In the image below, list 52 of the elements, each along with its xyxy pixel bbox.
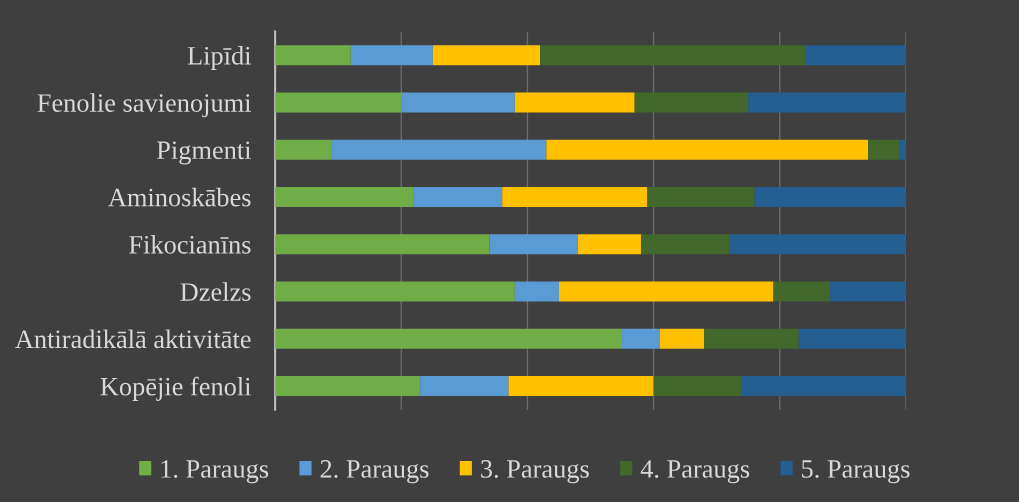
bar — [508, 376, 654, 396]
bar — [798, 328, 906, 349]
y-tick-label: Fikocianīns — [129, 235, 251, 254]
bar — [489, 234, 578, 255]
bar — [275, 281, 515, 302]
bar — [275, 376, 421, 396]
y-tick-label: Dzelzs — [180, 282, 251, 301]
bar — [659, 328, 705, 349]
bar — [634, 92, 749, 113]
bar — [275, 187, 414, 207]
legend-label: 3. Paraugs — [481, 460, 589, 484]
bar — [653, 376, 742, 396]
legend-label: 2. Paraugs — [320, 460, 429, 484]
bar — [647, 187, 755, 207]
bar — [748, 92, 906, 113]
bar — [275, 139, 332, 160]
bar — [868, 139, 900, 160]
bar — [420, 376, 509, 396]
bar — [514, 281, 559, 302]
bar — [514, 92, 635, 113]
bar — [546, 139, 869, 160]
y-tick-label: Pigmenti — [156, 141, 252, 165]
bar — [350, 45, 433, 66]
bar — [502, 187, 648, 207]
legend-label: 4. Paraugs — [640, 460, 750, 484]
y-tick-label: Fenolie savienojumi — [37, 93, 252, 118]
bar — [704, 328, 799, 349]
bar — [622, 328, 660, 349]
y-tick-label: Kopējie fenoli — [100, 376, 252, 401]
bar — [729, 234, 906, 255]
legend-label: 1. Paraugs — [161, 460, 269, 484]
bar — [830, 281, 906, 302]
bar — [413, 187, 503, 207]
y-tick-label: Aminoskābes — [108, 187, 251, 207]
bar — [577, 234, 641, 255]
y-tick-label: Antiradikālā aktivitāte — [15, 329, 251, 349]
bar — [540, 45, 805, 66]
bar — [331, 139, 547, 160]
bar — [275, 92, 402, 113]
bar — [741, 376, 906, 396]
bar — [401, 92, 515, 113]
bar — [754, 187, 906, 207]
bar — [558, 281, 774, 302]
bar — [640, 234, 730, 255]
bar — [275, 234, 490, 255]
bar — [432, 45, 541, 66]
bar — [773, 281, 831, 302]
bar — [275, 45, 351, 66]
y-tick-label: Lipīdi — [187, 46, 252, 71]
legend-label: 5. Paraugs — [802, 460, 910, 484]
bar — [804, 45, 906, 66]
bar — [275, 328, 623, 349]
